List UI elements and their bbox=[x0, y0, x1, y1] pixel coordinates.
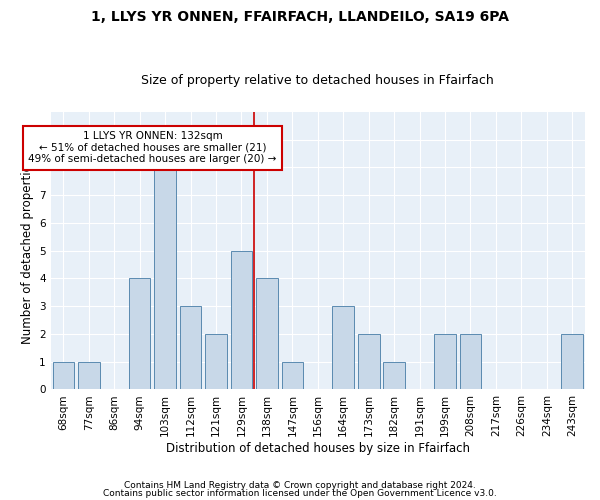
Bar bbox=[205, 334, 227, 390]
Bar bbox=[562, 334, 583, 390]
Bar bbox=[460, 334, 481, 390]
Bar bbox=[154, 168, 176, 390]
Bar bbox=[53, 362, 74, 390]
X-axis label: Distribution of detached houses by size in Ffairfach: Distribution of detached houses by size … bbox=[166, 442, 470, 455]
Bar bbox=[180, 306, 202, 390]
Bar bbox=[230, 250, 252, 390]
Bar bbox=[383, 362, 405, 390]
Bar bbox=[78, 362, 100, 390]
Bar bbox=[434, 334, 456, 390]
Bar bbox=[129, 278, 151, 390]
Text: 1, LLYS YR ONNEN, FFAIRFACH, LLANDEILO, SA19 6PA: 1, LLYS YR ONNEN, FFAIRFACH, LLANDEILO, … bbox=[91, 10, 509, 24]
Text: Contains HM Land Registry data © Crown copyright and database right 2024.: Contains HM Land Registry data © Crown c… bbox=[124, 481, 476, 490]
Y-axis label: Number of detached properties: Number of detached properties bbox=[20, 158, 34, 344]
Title: Size of property relative to detached houses in Ffairfach: Size of property relative to detached ho… bbox=[142, 74, 494, 87]
Bar bbox=[358, 334, 380, 390]
Bar bbox=[256, 278, 278, 390]
Bar bbox=[281, 362, 303, 390]
Bar bbox=[332, 306, 354, 390]
Text: Contains public sector information licensed under the Open Government Licence v3: Contains public sector information licen… bbox=[103, 488, 497, 498]
Text: 1 LLYS YR ONNEN: 132sqm
← 51% of detached houses are smaller (21)
49% of semi-de: 1 LLYS YR ONNEN: 132sqm ← 51% of detache… bbox=[28, 131, 277, 164]
